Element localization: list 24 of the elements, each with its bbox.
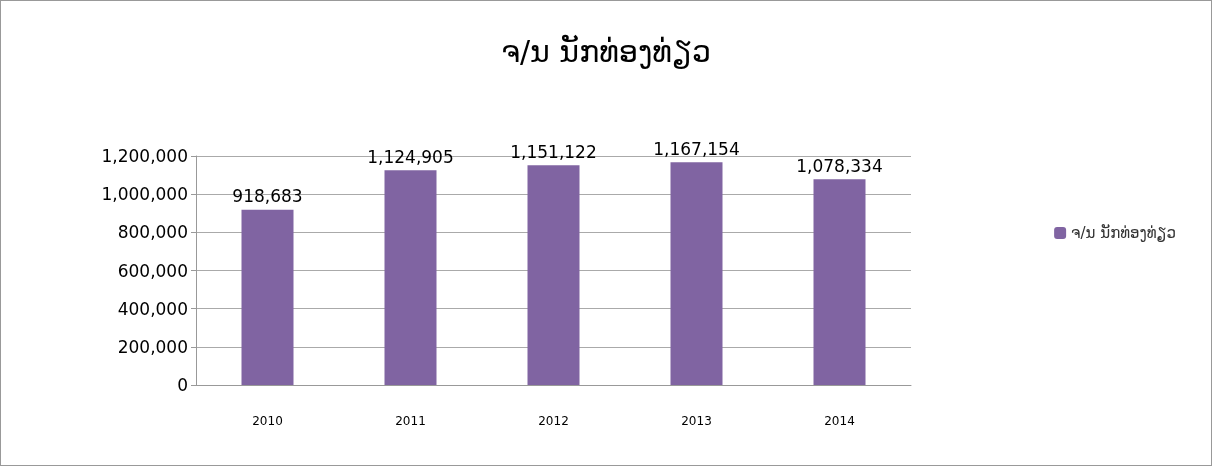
bar (527, 165, 580, 385)
y-tick-label: 200,000 (117, 336, 188, 357)
y-tick-label: 1,000,000 (101, 184, 188, 205)
bar (241, 209, 294, 385)
data-label: 1,151,122 (510, 141, 597, 162)
y-tick-label: 1,200,000 (101, 146, 188, 166)
x-tick-label: 2014 (824, 414, 855, 428)
bar (670, 162, 723, 385)
chart-title: ຈ/ນ ນັກທ່ອງທ່ຽວ (501, 33, 711, 69)
bar (813, 179, 866, 385)
data-label: 918,683 (232, 186, 303, 207)
y-tick-label: 400,000 (117, 298, 188, 319)
x-tick-label: 2011 (395, 414, 426, 428)
x-tick-label: 2010 (252, 414, 283, 428)
y-tick-label: 800,000 (117, 222, 188, 243)
bar (384, 170, 437, 385)
x-tick-label: 2013 (681, 414, 712, 428)
x-tick-label: 2012 (538, 414, 569, 428)
data-label: 1,124,905 (367, 146, 454, 167)
data-label: 1,167,154 (653, 138, 740, 159)
y-tick-label: 0 (177, 375, 188, 395)
y-tick-label: 600,000 (117, 260, 188, 281)
data-label: 1,078,334 (796, 155, 883, 176)
legend-label: ຈ/ນ ນັກທ່ອງທ່ຽວ (1071, 222, 1177, 242)
